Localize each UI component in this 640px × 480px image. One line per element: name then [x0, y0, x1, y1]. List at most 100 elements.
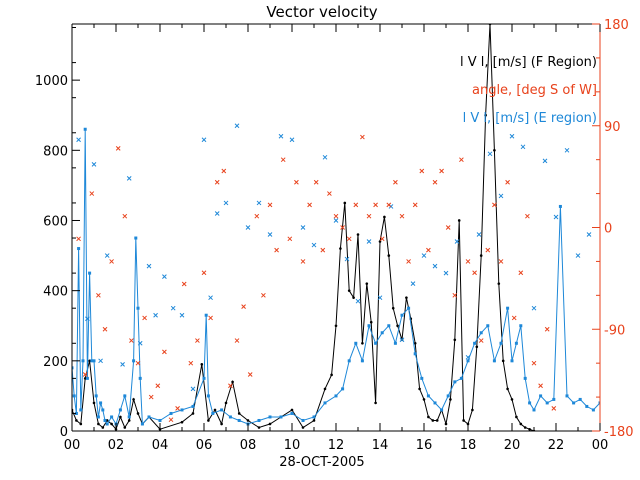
data-point [162, 274, 167, 279]
data-point [344, 256, 350, 262]
data-point [311, 242, 317, 248]
data-point [564, 147, 570, 153]
data-point [81, 359, 85, 363]
data-point [440, 408, 444, 412]
data-point [320, 247, 326, 253]
data-point [135, 360, 141, 366]
y-left-tick-label: 1000 [35, 74, 68, 89]
chart-title: Vector velocity [266, 3, 377, 21]
data-point [585, 404, 589, 408]
data-point [347, 289, 351, 292]
data-point [155, 383, 161, 389]
data-point [510, 398, 514, 401]
data-point [127, 419, 131, 422]
data-point [91, 161, 97, 167]
data-point [453, 380, 457, 384]
data-point [433, 401, 437, 405]
x-tick-label: 22 [548, 438, 565, 453]
data-point [431, 419, 435, 422]
data-point [206, 394, 210, 398]
data-point [499, 341, 503, 345]
legend: l V l, [m/s] (F Region) angle, [deg S of … [460, 55, 597, 126]
data-point [393, 179, 398, 185]
data-point [254, 213, 260, 219]
data-point [459, 376, 463, 380]
data-point [132, 359, 136, 363]
data-point [365, 282, 369, 285]
data-point [432, 179, 438, 185]
data-point [352, 296, 355, 299]
data-point [360, 359, 364, 363]
data-point [201, 270, 207, 276]
data-point [399, 337, 405, 343]
data-point [148, 394, 154, 400]
data-point [290, 411, 294, 415]
data-point [387, 324, 391, 328]
data-point [181, 281, 187, 287]
data-point [231, 380, 234, 384]
data-point [223, 200, 229, 206]
data-point [407, 306, 411, 310]
data-point [287, 236, 293, 242]
data-point [413, 341, 417, 345]
data-point [334, 394, 338, 398]
data-point [88, 271, 92, 275]
data-point [247, 372, 253, 377]
data-point [85, 376, 89, 380]
data-point [234, 123, 240, 129]
data-point [538, 383, 543, 389]
data-point [379, 236, 385, 242]
y-left-tick-label: 800 [43, 144, 68, 159]
x-tick-label: 16 [416, 438, 433, 453]
data-point [110, 422, 113, 426]
data-point [473, 341, 477, 345]
data-point [119, 415, 122, 419]
data-point [278, 133, 284, 139]
data-point [412, 202, 418, 208]
x-tick-label: 08 [240, 438, 257, 453]
data-point [453, 338, 457, 342]
data-point [565, 394, 569, 398]
data-point [122, 213, 128, 219]
data-point [531, 305, 537, 311]
data-point [465, 354, 471, 360]
data-point [393, 341, 397, 345]
data-point [228, 383, 233, 389]
data-point [511, 315, 517, 321]
data-point [459, 157, 464, 163]
x-tick-label: 20 [504, 438, 521, 453]
data-point [132, 398, 135, 401]
data-point [333, 218, 339, 223]
data-point [170, 305, 176, 311]
data-point [127, 415, 131, 419]
data-point [191, 412, 195, 415]
data-point [120, 361, 125, 367]
data-point [72, 394, 76, 398]
data-point [137, 340, 143, 346]
x-tick-label: 06 [196, 438, 213, 453]
data-point [373, 202, 378, 208]
data-point [190, 386, 196, 392]
data-point [195, 338, 200, 343]
data-point [346, 236, 352, 242]
data-point [99, 401, 103, 405]
y-right-tick-label: -90 [604, 323, 625, 338]
data-point [374, 341, 378, 345]
data-point [245, 225, 251, 230]
data-point [462, 419, 465, 422]
data-point [505, 179, 510, 185]
y-right-tick-label: 0 [604, 222, 612, 237]
data-point [545, 401, 549, 405]
data-point [96, 415, 100, 419]
data-point [598, 401, 600, 405]
data-point [374, 401, 377, 405]
data-point [476, 232, 482, 237]
series-2 [76, 123, 592, 392]
data-point [445, 225, 451, 230]
data-point [201, 137, 207, 143]
data-point [446, 394, 450, 398]
data-point [443, 270, 449, 276]
data-point [528, 427, 531, 431]
data-point [432, 263, 438, 269]
data-point [591, 408, 595, 412]
